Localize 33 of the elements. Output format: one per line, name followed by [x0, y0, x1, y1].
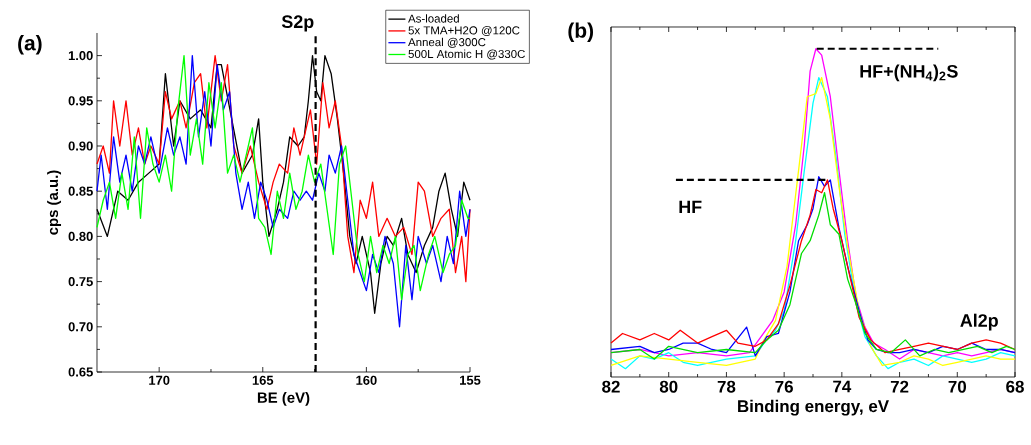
- x-tick-label: 160: [356, 375, 377, 385]
- y-tick-label: 0.95: [68, 96, 93, 106]
- y-tick-label: 0.85: [68, 186, 93, 196]
- x-axis-title: BE (eV): [257, 391, 310, 406]
- y-tick-label: 0.70: [68, 322, 93, 332]
- x-axis-title: Binding energy, eV: [738, 399, 889, 416]
- y-tick-label: 0.90: [68, 141, 93, 151]
- x-tick-label: 80: [659, 380, 678, 393]
- y-tick-label: 0.65: [68, 367, 93, 377]
- y-axis-title: cps (a.u.): [47, 170, 62, 235]
- annotation: HF: [679, 200, 702, 214]
- x-tick-label: 74: [833, 380, 852, 393]
- y-tick-label: 1.00: [68, 51, 93, 61]
- x-tick-label: 165: [252, 375, 274, 385]
- x-tick-label: 68: [1006, 380, 1024, 393]
- legend-label: 5x TMA+H2O @120C: [408, 26, 520, 36]
- x-tick-label: 76: [775, 380, 793, 393]
- chart-title: (b): [568, 22, 594, 42]
- legend-label: Anneal @300C: [408, 37, 486, 48]
- legend-label: 500L Atomic H @330C: [408, 49, 525, 60]
- x-tick-label: 70: [948, 380, 967, 393]
- x-tick-label: 78: [717, 380, 736, 393]
- y-tick-label: 0.80: [68, 231, 93, 241]
- chart-title: (a): [18, 35, 42, 55]
- x-tick-label: 72: [890, 380, 909, 393]
- ref-line-label: S2p: [281, 15, 314, 32]
- x-tick-label: 170: [149, 375, 170, 385]
- annotation: Al2p: [960, 313, 998, 331]
- x-tick-label: 82: [602, 380, 620, 393]
- y-tick-label: 0.75: [68, 277, 93, 287]
- x-tick-label: 155: [460, 375, 481, 385]
- legend-label: As-loaded: [408, 14, 459, 23]
- annotation: HF+(NH$_{4}$)$_{2}$S: [860, 64, 958, 82]
